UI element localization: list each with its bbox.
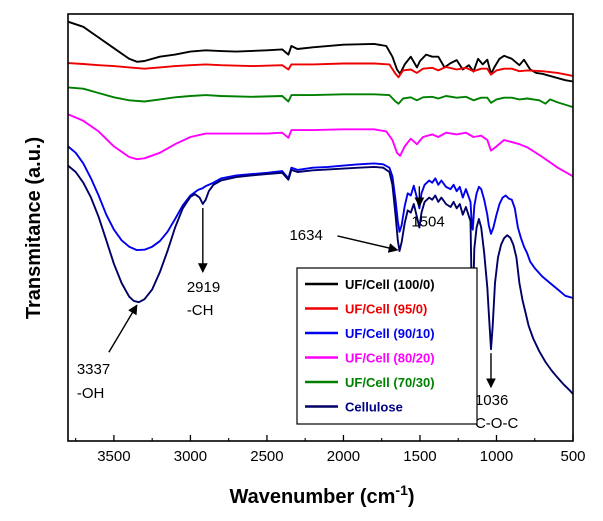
legend-box — [296, 267, 478, 425]
legend: UF/Cell (100/0) UF/Cell (95/0) UF/Cell (90… — [296, 267, 478, 425]
annotation-label: 1036 — [475, 392, 508, 409]
annotation-label: 3337 — [77, 361, 110, 378]
annotation-label: C-O-C — [475, 415, 518, 432]
x-tick-label: 3000 — [174, 448, 207, 465]
series-line-3 — [67, 113, 574, 178]
x-tick-label: 3500 — [97, 448, 130, 465]
x-tick-label: 500 — [560, 448, 585, 465]
series-line-0 — [67, 20, 574, 83]
series-line-5 — [67, 164, 574, 395]
legend-label: Cellulose — [345, 400, 403, 415]
annotation-label: 2919 — [187, 279, 220, 296]
legend-label: UF/Cell (100/0) — [345, 277, 435, 292]
annotation-arrow — [337, 235, 399, 253]
annotation-arrow — [108, 304, 138, 353]
peak-annotations: 3337 -OH 2919 -CH 1634 1504 1036 C-O-C — [77, 186, 518, 432]
series-line-2 — [67, 86, 574, 109]
legend-label: UF/Cell (90/10) — [345, 326, 435, 341]
annotation-label: -CH — [187, 302, 214, 319]
annotation-label: -OH — [77, 385, 105, 402]
x-tick-label: 2000 — [327, 448, 360, 465]
annotation-label: 1634 — [289, 227, 322, 244]
series-line-1 — [67, 62, 574, 79]
legend-label: UF/Cell (95/0) — [345, 302, 427, 317]
legend-label: UF/Cell (70/30) — [345, 375, 435, 390]
x-tick-label: 1000 — [480, 448, 513, 465]
legend-label: UF/Cell (80/20) — [345, 351, 435, 366]
x-tick-label: 2500 — [250, 448, 283, 465]
x-axis-ticks: 3500 3000 2500 2000 1500 1000 500 — [75, 435, 586, 465]
x-axis-title: Wavenumber (cm-1) — [229, 482, 414, 508]
plot-frame — [67, 13, 574, 442]
annotation-label: 1504 — [411, 213, 444, 230]
y-axis-title: Transmitance (a.u.) — [23, 137, 45, 319]
x-tick-label: 1500 — [403, 448, 436, 465]
